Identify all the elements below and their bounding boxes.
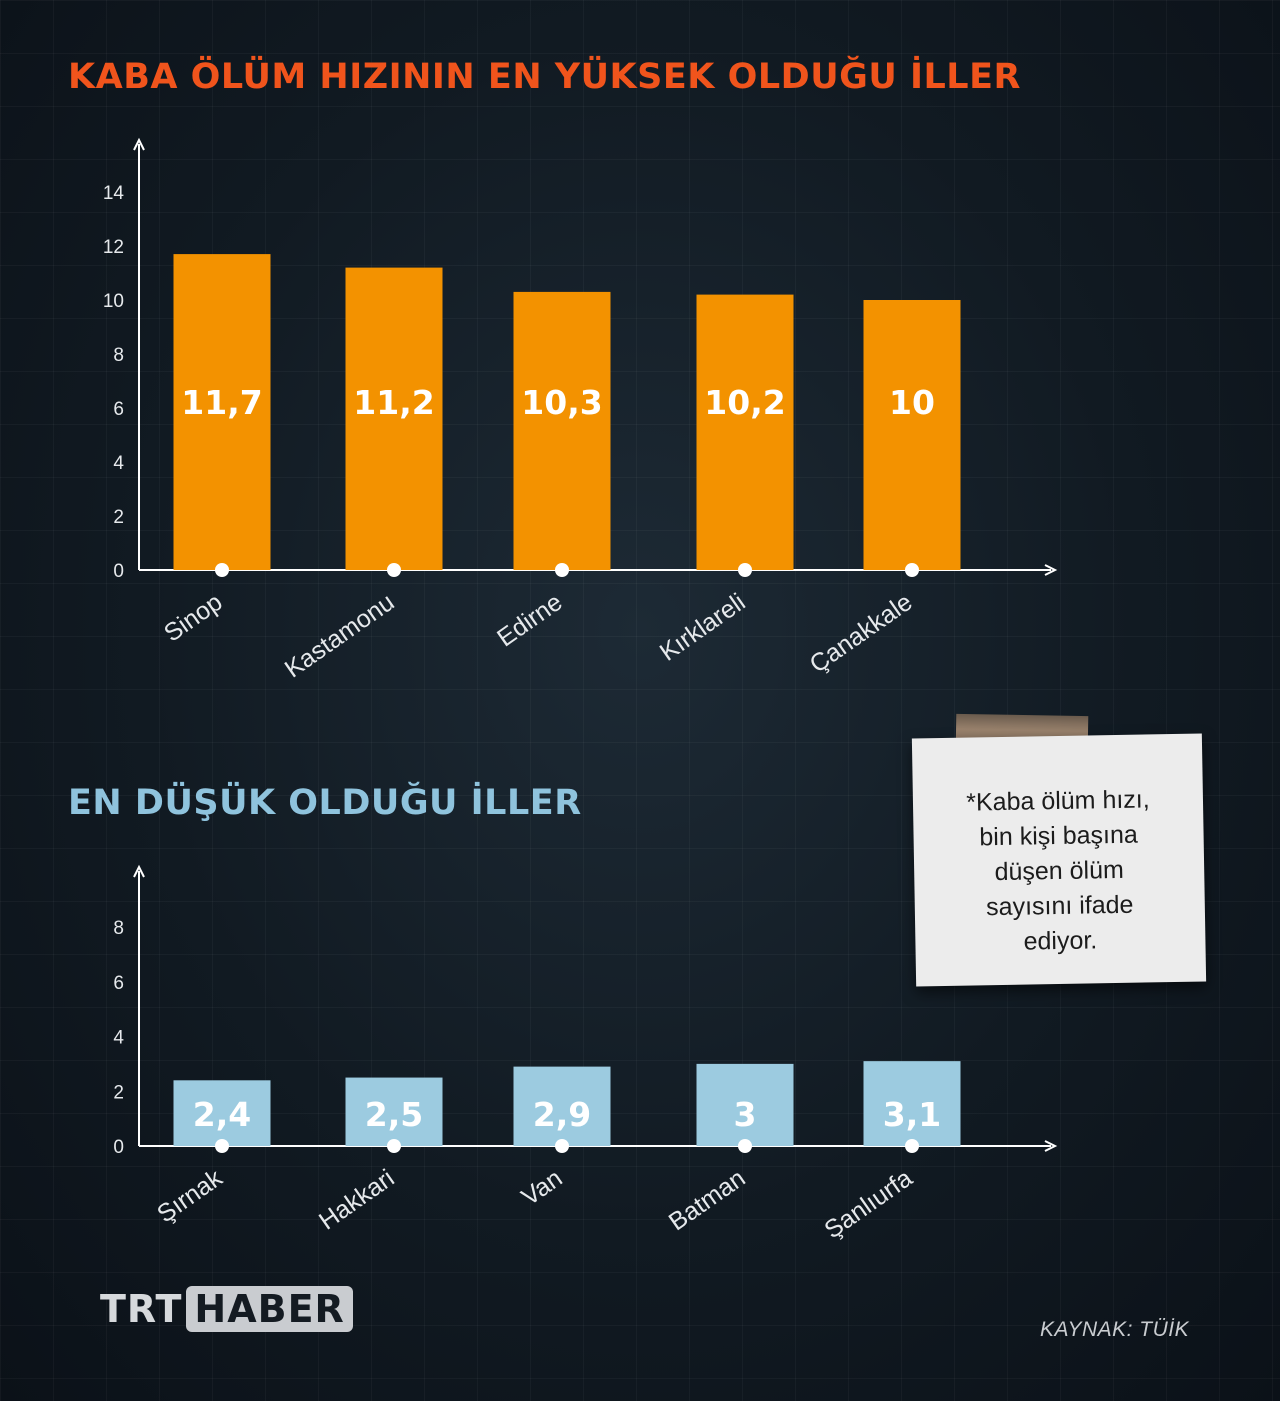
bar-chart-lowest: 0 2 4 6 8 2,4 Şırnak 2,5 Hakkari 2,9 Van 3 Batman 3,1… (113, 864, 1058, 1245)
bar-4 (863, 1061, 961, 1146)
x-tick-dot (215, 563, 229, 577)
footnote-text: *Kaba ölüm hızı, bin kişi başına düşen ö… (966, 785, 1150, 956)
x-tick-dot (738, 563, 752, 577)
bar-value-label: 2,5 (365, 1095, 423, 1134)
y-tick-label: 12 (103, 237, 124, 258)
x-tick-dot (387, 1139, 401, 1153)
bar-3 (696, 294, 794, 570)
y-tick-label: 2 (113, 507, 124, 528)
bar-value-label: 3 (734, 1095, 757, 1134)
footnote-card: *Kaba ölüm hızı, bin kişi başına düşen ö… (911, 733, 1207, 987)
bar-1 (345, 1077, 443, 1146)
chart-title-lowest: EN DÜŞÜK OLDUĞU İLLER (68, 783, 582, 823)
x-tick-dot (905, 563, 919, 577)
y-tick-label: 6 (113, 973, 124, 994)
x-tick-dot (555, 1139, 569, 1153)
bar-0 (173, 254, 271, 570)
y-tick-label: 6 (113, 399, 124, 420)
y-axis-arrow (133, 864, 145, 878)
category-label: Hakkari (314, 1164, 399, 1236)
bar-3 (696, 1063, 794, 1146)
trt-haber-logo: TRT HABER (100, 1285, 353, 1333)
bar-value-label: 10,3 (521, 383, 602, 422)
y-axis-arrow (133, 137, 145, 151)
bar-2 (513, 1066, 611, 1146)
bar-0 (173, 1080, 271, 1146)
x-tick-dot (905, 1139, 919, 1153)
category-label: Şırnak (152, 1164, 228, 1229)
logo-trt-text: TRT (100, 1287, 183, 1331)
bar-value-label: 3,1 (883, 1095, 941, 1134)
y-tick-label: 0 (113, 1137, 124, 1158)
bar-4 (863, 300, 961, 570)
y-tick-label: 14 (103, 183, 125, 204)
x-tick-dot (738, 1139, 752, 1153)
x-axis-arrow (1044, 1140, 1058, 1152)
bar-value-label: 2,4 (193, 1095, 251, 1134)
category-label: Şanlıurfa (819, 1164, 917, 1244)
bar-chart-highest: 0246810121411,7Sinop11,2Kastamonu10,3Edi… (102, 137, 1058, 684)
y-tick-label: 8 (113, 345, 124, 366)
y-tick-label: 4 (113, 453, 124, 474)
bar-2 (513, 291, 611, 570)
source-text: KAYNAK: TÜİK (1040, 1318, 1190, 1341)
x-tick-dot (387, 563, 401, 577)
x-tick-dot (555, 563, 569, 577)
bar-value-label: 11,2 (353, 383, 434, 422)
y-tick-label: 4 (113, 1028, 124, 1049)
category-label: Batman (664, 1164, 751, 1236)
chart-title-highest: KABA ÖLÜM HIZININ EN YÜKSEK OLDUĞU İLLER (68, 57, 1021, 97)
bar-1 (345, 267, 443, 570)
y-tick-label: 10 (103, 291, 124, 312)
bar-value-label: 2,9 (533, 1095, 591, 1134)
y-tick-label: 8 (113, 918, 124, 939)
y-tick-label: 2 (113, 1082, 124, 1103)
logo-haber-text: HABER (186, 1286, 353, 1332)
x-tick-dot (215, 1139, 229, 1153)
bar-value-label: 10,2 (704, 383, 785, 422)
y-tick-label: 0 (113, 561, 124, 582)
x-axis-arrow (1044, 564, 1058, 576)
bar-value-label: 10 (889, 383, 935, 422)
bar-value-label: 11,7 (181, 383, 262, 422)
category-label: Van (516, 1164, 567, 1211)
